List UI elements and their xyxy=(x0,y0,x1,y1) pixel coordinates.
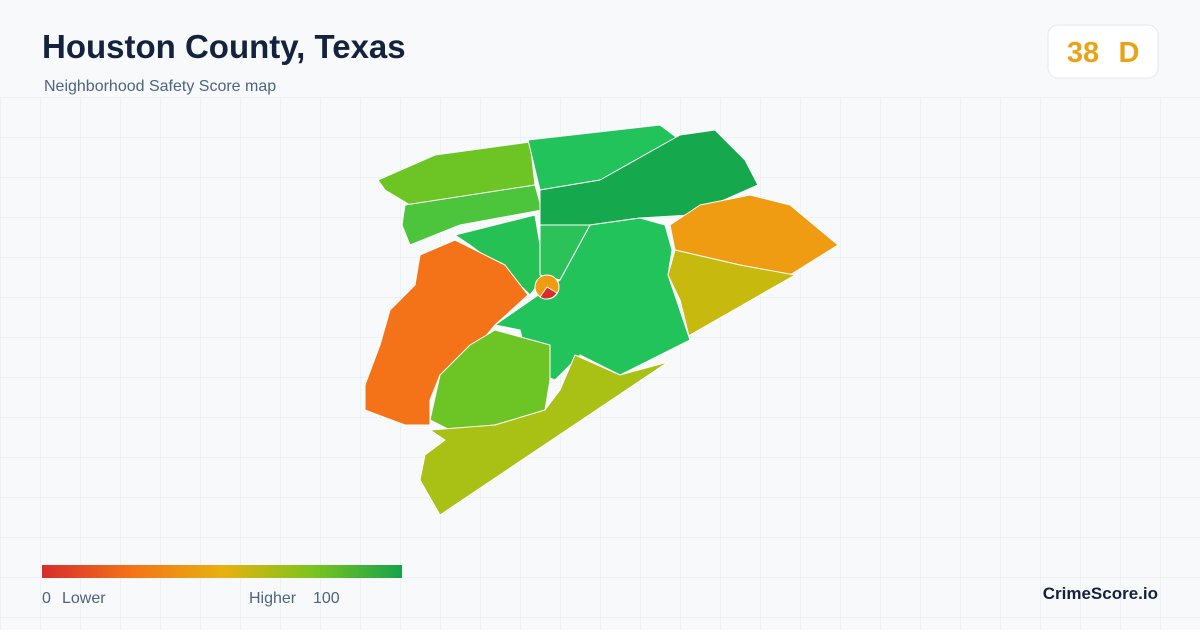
city-district xyxy=(539,286,558,300)
legend-min-label: Lower xyxy=(62,590,106,607)
legend-max-label: Higher xyxy=(249,590,297,607)
score-grade: D xyxy=(1119,37,1140,69)
legend-max: 100 xyxy=(313,590,340,607)
score-value: 38 xyxy=(1067,37,1099,69)
legend-min: 0 xyxy=(42,590,51,607)
county-map xyxy=(364,124,839,516)
subtitle: Neighborhood Safety Score map xyxy=(44,78,276,95)
brand: CrimeScore.io xyxy=(1043,584,1158,603)
region xyxy=(429,329,551,431)
region xyxy=(364,239,529,426)
legend-scale xyxy=(42,565,402,578)
region xyxy=(539,224,591,281)
region xyxy=(454,214,546,296)
region xyxy=(401,184,543,246)
title: Houston County, Texas xyxy=(42,28,406,65)
region xyxy=(419,354,669,516)
score-badge xyxy=(1047,24,1159,79)
